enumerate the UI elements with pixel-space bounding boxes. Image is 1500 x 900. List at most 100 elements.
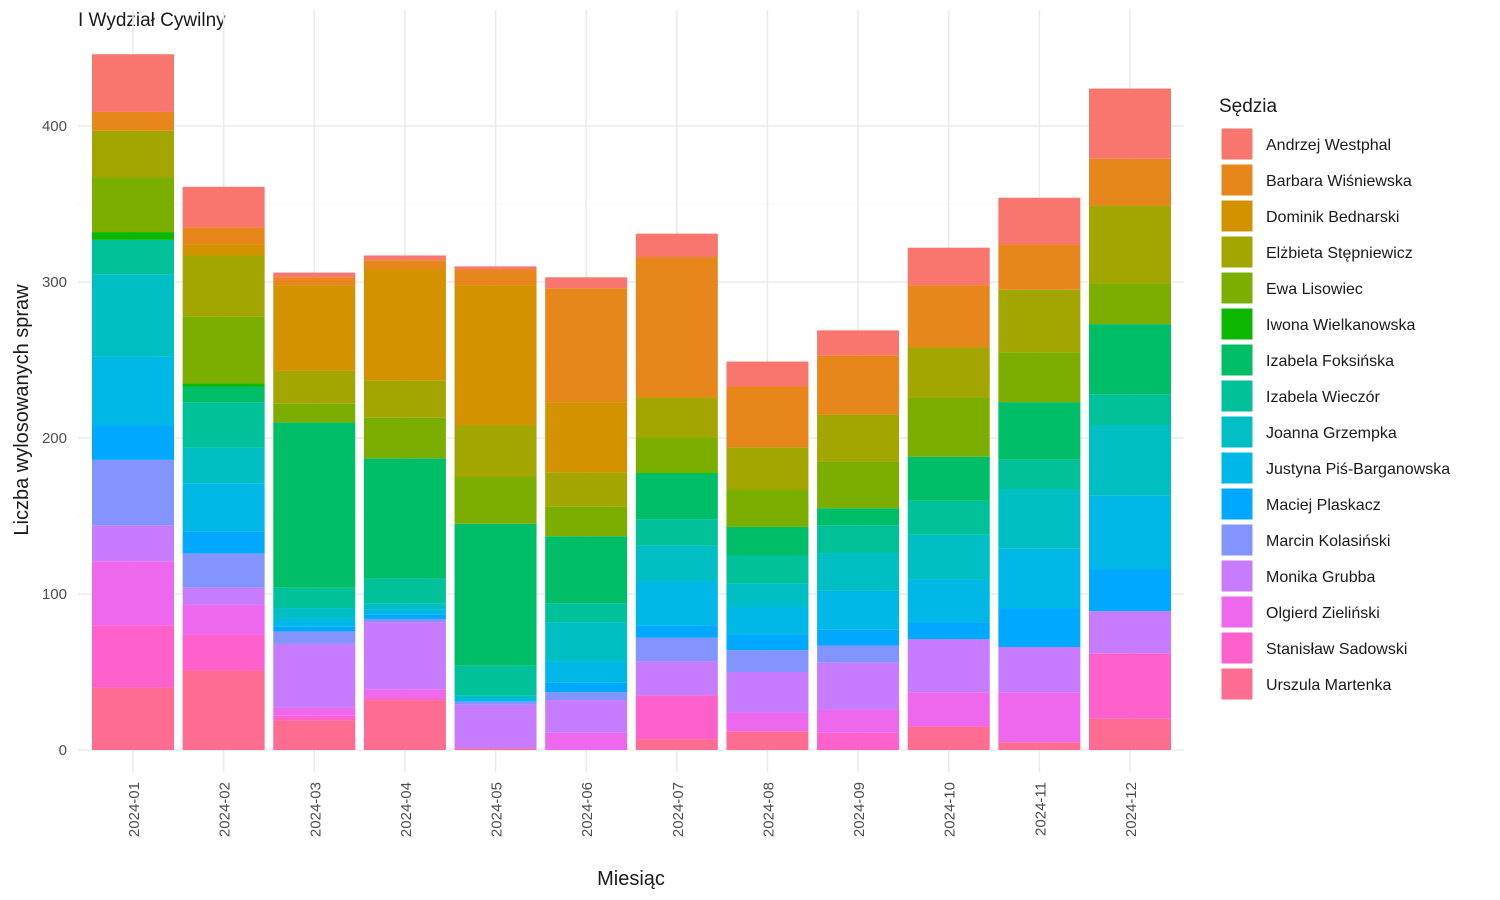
- legend-label: Izabela Foksińska: [1266, 353, 1394, 370]
- bar-segment: [817, 645, 900, 663]
- bar-segment: [998, 692, 1081, 743]
- bar-segment: [726, 447, 809, 490]
- bar-segment: [545, 603, 628, 623]
- bar-segment: [182, 402, 265, 448]
- legend-label: Iwona Wielkanowska: [1266, 317, 1416, 334]
- y-axis-title: Liczba wylosowanych spraw: [11, 284, 33, 536]
- bar-segment: [182, 553, 265, 588]
- bar-segment: [726, 672, 809, 713]
- bar-segment: [273, 643, 356, 708]
- y-tick-label: 400: [42, 118, 67, 135]
- bar-segment: [454, 523, 537, 666]
- bar-segment: [726, 731, 809, 750]
- x-tick-label: 2024-06: [579, 782, 596, 837]
- bar-segment: [363, 689, 446, 699]
- legend-key: [1220, 271, 1254, 305]
- bar-segment: [182, 255, 265, 317]
- bar-segment: [817, 662, 900, 710]
- bar-segment: [92, 625, 174, 688]
- bar-segment: [998, 647, 1081, 693]
- bar-segment: [92, 274, 174, 357]
- bar-segment: [635, 739, 718, 750]
- bar-segment: [1089, 205, 1171, 284]
- bar-segment: [635, 233, 718, 258]
- bar-segment: [454, 748, 537, 750]
- bar-segment: [545, 622, 628, 662]
- bar-segment: [635, 637, 718, 662]
- bar-segment: [92, 111, 174, 131]
- chart-title: I Wydział Cywilny: [78, 10, 226, 31]
- y-tick-label: 300: [42, 274, 67, 291]
- legend-label: Urszula Martenka: [1266, 677, 1391, 694]
- legend: Sędzia Andrzej Westphal Barbara Wiśniewsk…: [1219, 96, 1450, 701]
- bar-segment: [454, 477, 537, 524]
- bar-segment: [182, 383, 265, 387]
- bar-segment: [635, 397, 718, 438]
- bar-segment: [92, 54, 174, 112]
- bar-segment: [363, 269, 446, 381]
- bar-segment: [92, 687, 174, 750]
- bar-segment: [545, 700, 628, 733]
- legend-key: [1220, 235, 1254, 269]
- bar-segment: [1089, 394, 1171, 426]
- bar-segment: [817, 553, 900, 591]
- legend-key: [1220, 199, 1254, 233]
- legend-label: Maciej Plaskacz: [1266, 497, 1381, 514]
- bar-segment: [363, 603, 446, 610]
- bar-segment: [726, 606, 809, 635]
- bar-segment: [182, 386, 265, 403]
- x-tick-label: 2024-03: [307, 782, 324, 837]
- legend-key: [1220, 667, 1254, 701]
- bar-segment: [273, 720, 356, 750]
- bar-segment: [454, 695, 537, 699]
- bar-segment: [454, 701, 537, 705]
- y-tick-label: 200: [42, 430, 67, 447]
- bar-segment: [817, 355, 900, 415]
- bar-segment: [635, 661, 718, 696]
- bar-segment: [182, 447, 265, 484]
- bar-segment: [92, 425, 174, 460]
- bar-segment: [545, 661, 628, 683]
- bar-segment: [454, 425, 537, 477]
- legend-label: Barbara Wiśniewska: [1266, 173, 1412, 190]
- legend-key: [1220, 487, 1254, 521]
- legend-key: [1220, 559, 1254, 593]
- bar-segment: [726, 386, 809, 448]
- bar-segment: [907, 247, 990, 286]
- bar-segment: [817, 709, 900, 733]
- legend-key: [1220, 343, 1254, 377]
- legend-key: [1220, 379, 1254, 413]
- bar-segment: [454, 704, 537, 749]
- legend-label: Ewa Lisowiec: [1266, 281, 1363, 298]
- bar-segment: [1089, 324, 1171, 395]
- legend-label: Dominik Bednarski: [1266, 209, 1399, 226]
- bar-segment: [635, 257, 718, 398]
- bar-segment: [273, 285, 356, 371]
- bar-segment: [998, 352, 1081, 403]
- bar-segment: [92, 356, 174, 426]
- bar-segment: [998, 489, 1081, 549]
- bar-segment: [92, 561, 174, 626]
- bar-segment: [998, 742, 1081, 750]
- bar-segment: [454, 698, 537, 702]
- bar-segment: [182, 186, 265, 228]
- bar-segment: [635, 695, 718, 740]
- bar-segment: [1089, 425, 1171, 496]
- bar-segment: [635, 438, 718, 473]
- bar-segment: [817, 508, 900, 526]
- bar-segment: [273, 608, 356, 619]
- bar-segment: [998, 197, 1081, 245]
- bar-segment: [907, 622, 990, 640]
- bar-segment: [545, 472, 628, 507]
- x-tick-label: 2024-07: [670, 782, 687, 837]
- bar-segment: [726, 361, 809, 387]
- legend-key: [1220, 163, 1254, 197]
- bar-segment: [726, 489, 809, 527]
- bar-segment: [545, 692, 628, 701]
- legend-key: [1220, 523, 1254, 557]
- bar-segment: [907, 534, 990, 580]
- bar-segment: [92, 239, 174, 275]
- legend-label: Joanna Grzempka: [1266, 425, 1397, 442]
- bar-segment: [635, 545, 718, 582]
